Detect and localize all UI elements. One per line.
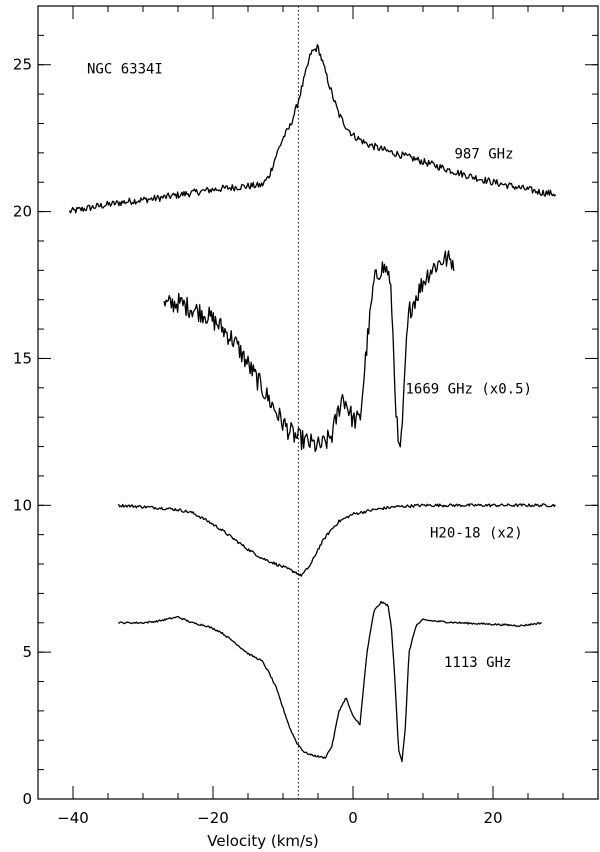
y-tick-label: 5 [22, 643, 32, 661]
x-axis-label: Velocity (km/s) [207, 832, 318, 850]
series-annotation: 1113 GHz [444, 655, 511, 671]
spectral-series [68, 44, 557, 763]
x-tick-label: −40 [57, 809, 89, 827]
y-tick-label: 0 [22, 790, 32, 808]
spectrum-line [163, 250, 455, 453]
y-tick-label: 20 [13, 203, 32, 221]
annotations: NGC 6334I 987 GHz 1669 GHz (x0.5) H20-18 (x… [87, 62, 532, 671]
y-tick-label: 10 [13, 496, 32, 514]
series-annotation: 987 GHz [455, 147, 514, 163]
spectrum-line [68, 44, 557, 214]
x-tick-label: 20 [483, 809, 502, 827]
axes: −40 −20 0 20 0 5 10 15 20 25 [13, 5, 599, 827]
plot-frame [37, 5, 599, 800]
spectrum-line [118, 600, 542, 763]
y-tick-label: 15 [13, 349, 32, 367]
series-annotation: H20-18 (x2) [430, 526, 523, 542]
series-annotation: NGC 6334I [87, 62, 163, 78]
y-tick-label: 25 [13, 56, 32, 74]
spectrum-line [117, 503, 556, 577]
series-annotation: 1669 GHz (x0.5) [406, 382, 532, 398]
x-tick-label: −20 [197, 809, 229, 827]
x-tick-label: 0 [348, 809, 358, 827]
